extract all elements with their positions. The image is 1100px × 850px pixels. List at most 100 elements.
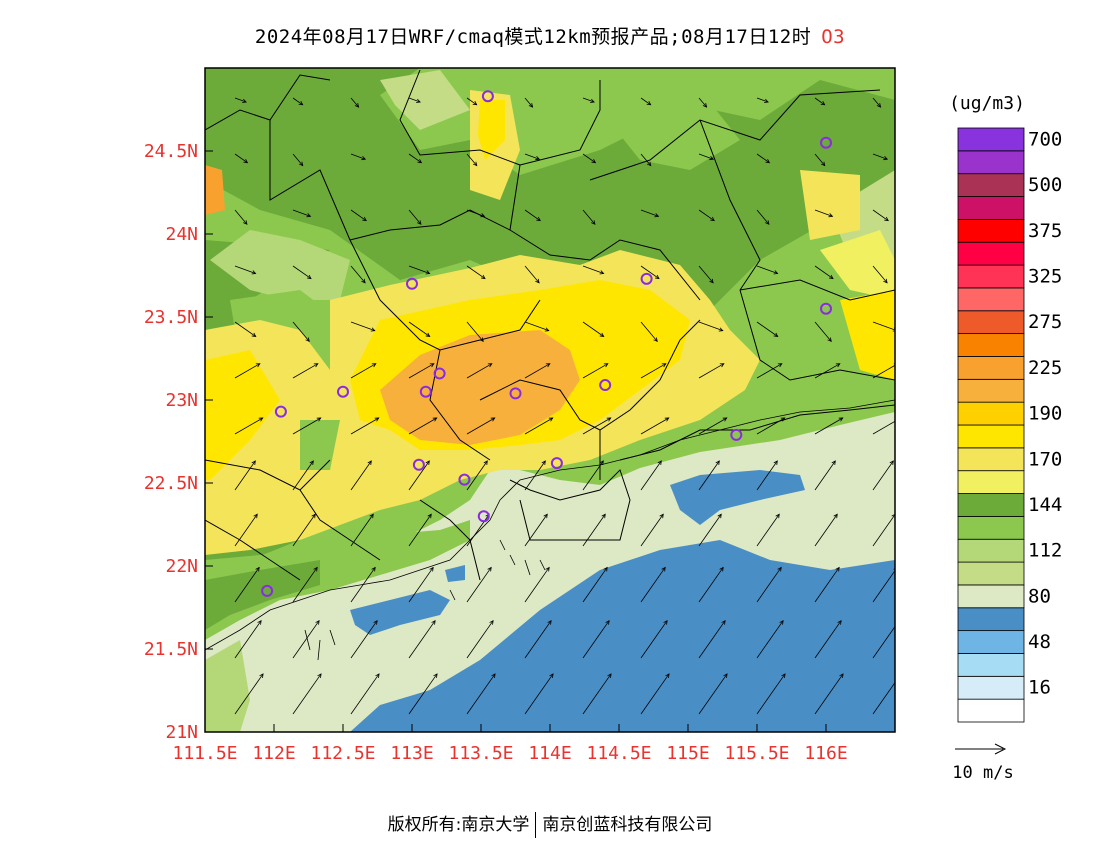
station-marker — [820, 302, 832, 315]
wind-arrow — [640, 97, 652, 106]
wind-arrow — [524, 97, 534, 108]
legend-label: 700 — [1028, 128, 1062, 150]
wind-vectors — [234, 97, 895, 715]
legend-swatch — [957, 287, 1025, 312]
legend-label: 80 — [1028, 585, 1051, 607]
wind-arrow — [814, 209, 834, 218]
wind-arrow — [234, 321, 257, 338]
wind-arrow — [698, 513, 722, 547]
wind-arrow — [640, 417, 670, 435]
wind-arrow — [872, 209, 889, 222]
wind-arrow — [466, 417, 496, 435]
wind-arrow — [756, 460, 778, 491]
footer-right: 南京创蓝科技有限公司 — [542, 815, 713, 835]
wind-arrow — [582, 619, 610, 659]
wind-arrow — [350, 513, 374, 547]
wind-arrow — [872, 321, 895, 332]
wind-arrow — [292, 513, 316, 547]
legend-swatch — [957, 196, 1025, 220]
wind-arrow — [524, 321, 550, 332]
wind-arrow — [466, 153, 478, 167]
wind-arrow — [756, 363, 783, 379]
wind-arrow — [582, 673, 612, 715]
legend-swatch — [957, 698, 1025, 723]
station-marker — [419, 385, 432, 398]
legend-swatch — [957, 653, 1025, 677]
coastline — [205, 399, 895, 661]
wind-arrow — [582, 460, 604, 491]
wind-arrow — [234, 97, 247, 103]
wind-arrow — [756, 513, 780, 547]
wind-arrow — [698, 153, 715, 161]
wind-arrow — [408, 566, 434, 603]
wind-arrow — [466, 265, 486, 280]
station-marker — [509, 387, 522, 400]
wind-arrow — [756, 321, 779, 338]
wind-arrow — [640, 363, 667, 379]
wind-arrow — [814, 363, 841, 379]
wind-arrow — [756, 209, 770, 225]
wind-arrow — [640, 513, 664, 547]
wind-arrow — [408, 265, 431, 275]
wind-arrow — [234, 265, 257, 275]
wind-arrow — [698, 566, 724, 603]
wind-arrow — [524, 513, 548, 547]
legend-label: 500 — [1028, 174, 1062, 196]
legend-swatch — [957, 515, 1025, 540]
station-marker — [599, 379, 612, 392]
wind-arrow — [872, 681, 895, 715]
y-tick-label: 24N — [165, 224, 198, 245]
wind-arrow — [466, 209, 486, 218]
wind-scale-label: 10 m/s — [952, 763, 1013, 783]
wind-arrow — [698, 460, 720, 491]
station-marker — [730, 428, 743, 441]
legend-swatch — [957, 447, 1025, 472]
wind-arrow — [350, 363, 377, 379]
wind-arrow — [582, 97, 595, 103]
station-markers — [261, 90, 832, 597]
wind-arrow — [408, 619, 436, 659]
wind-arrow — [408, 513, 432, 547]
wind-arrow — [640, 153, 652, 167]
wind-arrow — [524, 363, 551, 379]
legend-label: 325 — [1028, 266, 1062, 288]
wind-arrow — [814, 153, 826, 167]
wind-arrow — [756, 417, 786, 435]
wind-arrow — [814, 97, 826, 106]
station-marker — [406, 277, 418, 290]
legend-label: 48 — [1028, 631, 1051, 653]
wind-arrow — [640, 673, 670, 715]
map-axes: 111.5E 112E 112.5E 113E 113.5E 114E 114.5E 115E… — [144, 141, 848, 764]
wind-arrow — [292, 153, 304, 167]
legend-swatch — [957, 561, 1025, 586]
legend-label: 190 — [1028, 403, 1062, 425]
x-tick-label: 114.5E — [586, 743, 651, 764]
wind-arrow — [350, 265, 366, 284]
x-tick-label: 112E — [252, 743, 295, 764]
title-species: O3 — [821, 26, 846, 48]
station-marker — [477, 510, 490, 523]
legend-label: 275 — [1028, 311, 1062, 333]
x-tick-label: 115.5E — [724, 743, 789, 764]
wind-arrow — [292, 673, 322, 715]
wind-arrow — [582, 321, 605, 338]
wind-arrow — [292, 265, 312, 280]
legend-swatch — [957, 150, 1025, 175]
wind-arrow — [814, 566, 840, 603]
title-main: 2024年08月17日WRF/cmaq模式12km预报产品;08月17日12时 — [254, 26, 812, 48]
wind-arrow — [814, 321, 832, 343]
y-tick-label: 24.5N — [144, 141, 198, 162]
wind-arrow — [524, 460, 546, 491]
wind-arrow — [698, 673, 728, 715]
wind-arrow — [292, 566, 318, 603]
station-marker — [458, 473, 471, 486]
station-marker — [550, 457, 563, 470]
wind-arrow — [582, 265, 605, 275]
wind-arrow — [640, 265, 660, 280]
legend-swatch — [957, 218, 1025, 243]
x-tick-label: 115E — [666, 743, 709, 764]
legend-label: 375 — [1028, 220, 1062, 242]
wind-arrow — [350, 97, 360, 108]
wind-arrow — [872, 460, 894, 491]
wind-arrow — [292, 417, 322, 435]
